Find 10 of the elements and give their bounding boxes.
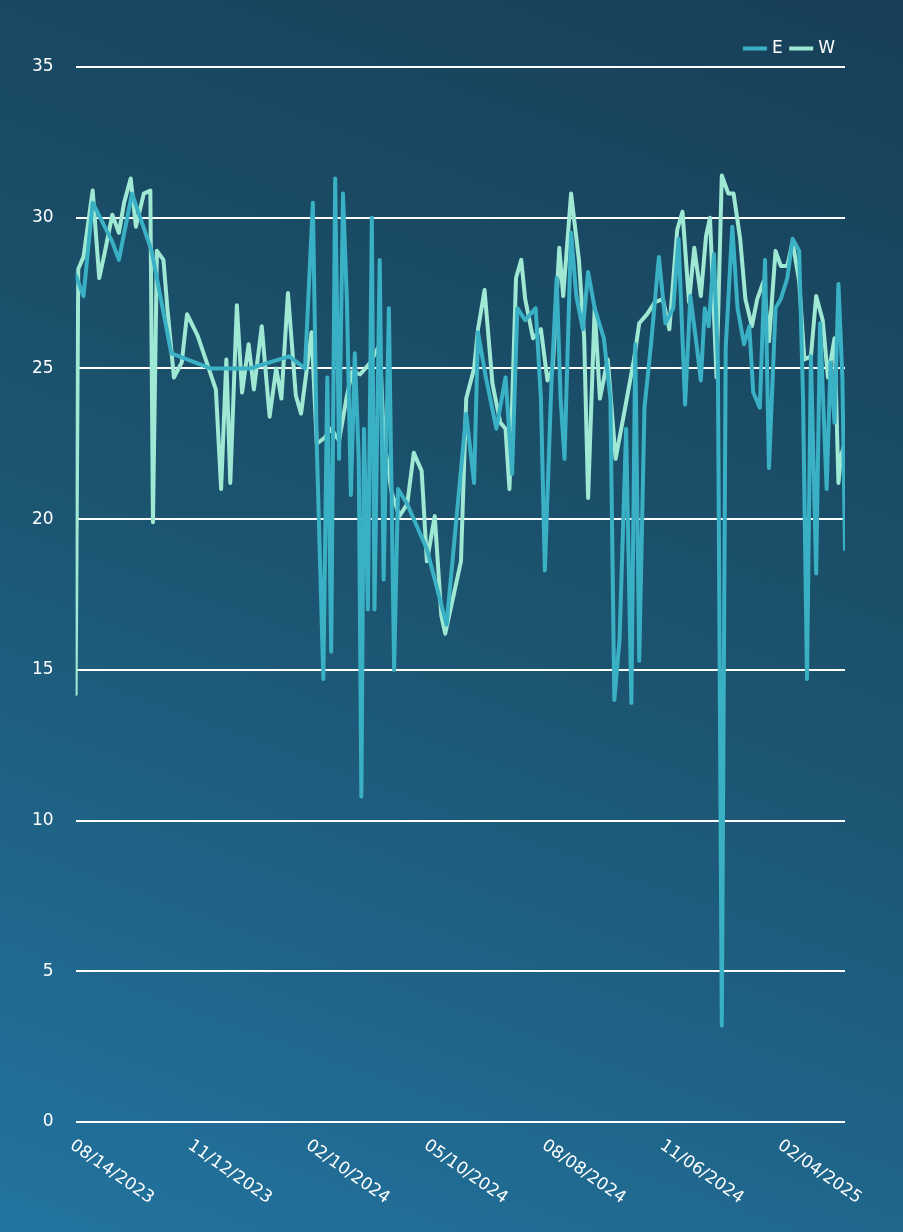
- y-tick-label: 30: [31, 206, 54, 227]
- y-tick-label: 0: [42, 1110, 54, 1131]
- y-tick-label: 25: [31, 356, 54, 377]
- y-tick-label: 5: [42, 959, 54, 980]
- y-tick-label: 10: [31, 808, 54, 829]
- y-tick-label: 15: [31, 658, 54, 679]
- legend-label: W: [818, 36, 836, 57]
- y-tick-label: 20: [31, 507, 54, 528]
- legend-label: E: [771, 36, 783, 57]
- y-tick-label: 35: [31, 55, 54, 76]
